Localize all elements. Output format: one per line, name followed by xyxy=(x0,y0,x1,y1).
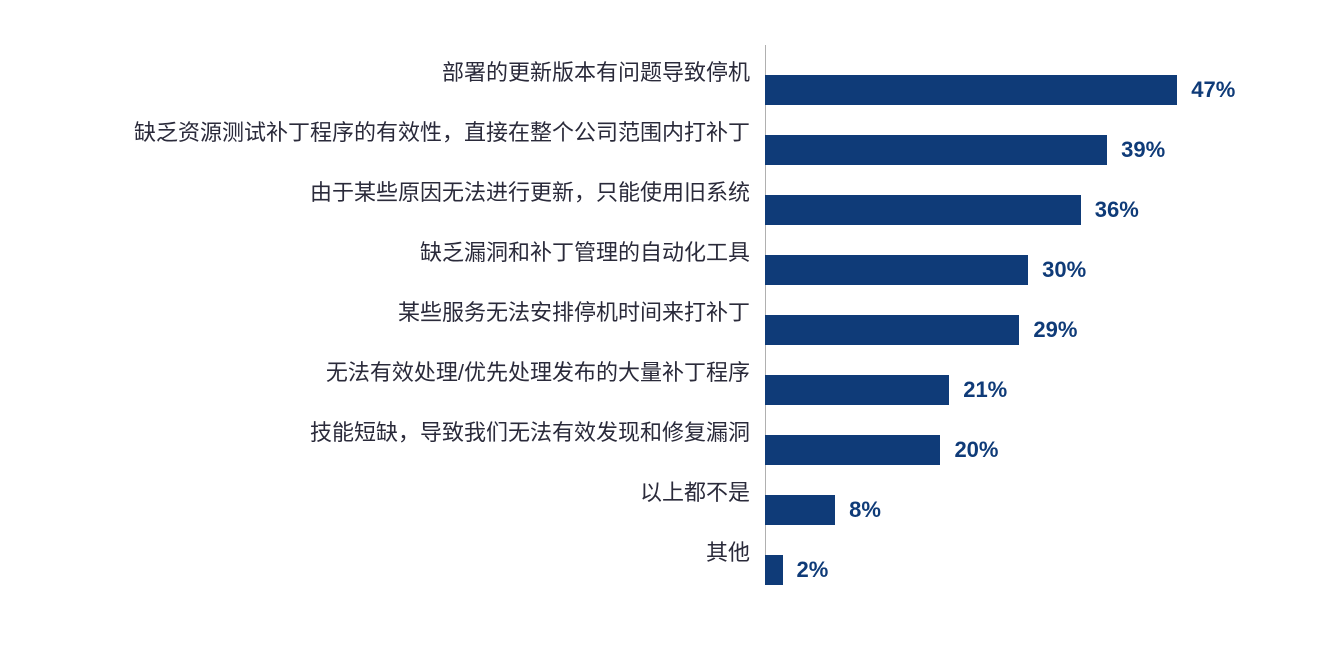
bar xyxy=(765,195,1081,225)
value-label: 29% xyxy=(1033,317,1077,343)
value-label: 20% xyxy=(954,437,998,463)
chart-row: 技能短缺，导致我们无法有效发现和修复漏洞 20% xyxy=(0,420,1325,480)
category-label: 缺乏资源测试补丁程序的有效性，直接在整个公司范围内打补丁 xyxy=(0,120,750,180)
value-label: 47% xyxy=(1191,77,1235,103)
category-label: 部署的更新版本有问题导致停机 xyxy=(0,60,750,120)
category-label: 缺乏漏洞和补丁管理的自动化工具 xyxy=(0,240,750,300)
category-label: 由于某些原因无法进行更新，只能使用旧系统 xyxy=(0,180,750,240)
category-label: 技能短缺，导致我们无法有效发现和修复漏洞 xyxy=(0,420,750,480)
bar xyxy=(765,555,783,585)
bar xyxy=(765,435,940,465)
bar xyxy=(765,315,1019,345)
value-label: 21% xyxy=(963,377,1007,403)
value-label: 8% xyxy=(849,497,881,523)
bar xyxy=(765,255,1028,285)
bar xyxy=(765,75,1177,105)
chart-row: 由于某些原因无法进行更新，只能使用旧系统 36% xyxy=(0,180,1325,240)
bar xyxy=(765,495,835,525)
category-label: 某些服务无法安排停机时间来打补丁 xyxy=(0,300,750,360)
category-label: 无法有效处理/优先处理发布的大量补丁程序 xyxy=(0,360,750,420)
chart-row: 缺乏漏洞和补丁管理的自动化工具 30% xyxy=(0,240,1325,300)
chart-row: 缺乏资源测试补丁程序的有效性，直接在整个公司范围内打补丁 39% xyxy=(0,120,1325,180)
category-label: 其他 xyxy=(0,540,750,600)
horizontal-bar-chart: 部署的更新版本有问题导致停机 47% 缺乏资源测试补丁程序的有效性，直接在整个公司范… xyxy=(0,0,1325,645)
chart-row: 无法有效处理/优先处理发布的大量补丁程序 21% xyxy=(0,360,1325,420)
value-label: 30% xyxy=(1042,257,1086,283)
value-label: 36% xyxy=(1095,197,1139,223)
value-label: 39% xyxy=(1121,137,1165,163)
category-label: 以上都不是 xyxy=(0,480,750,540)
bar xyxy=(765,375,949,405)
chart-row: 以上都不是 8% xyxy=(0,480,1325,540)
bar xyxy=(765,135,1107,165)
chart-row: 部署的更新版本有问题导致停机 47% xyxy=(0,60,1325,120)
chart-row: 某些服务无法安排停机时间来打补丁 29% xyxy=(0,300,1325,360)
chart-row: 其他 2% xyxy=(0,540,1325,600)
value-label: 2% xyxy=(797,557,829,583)
